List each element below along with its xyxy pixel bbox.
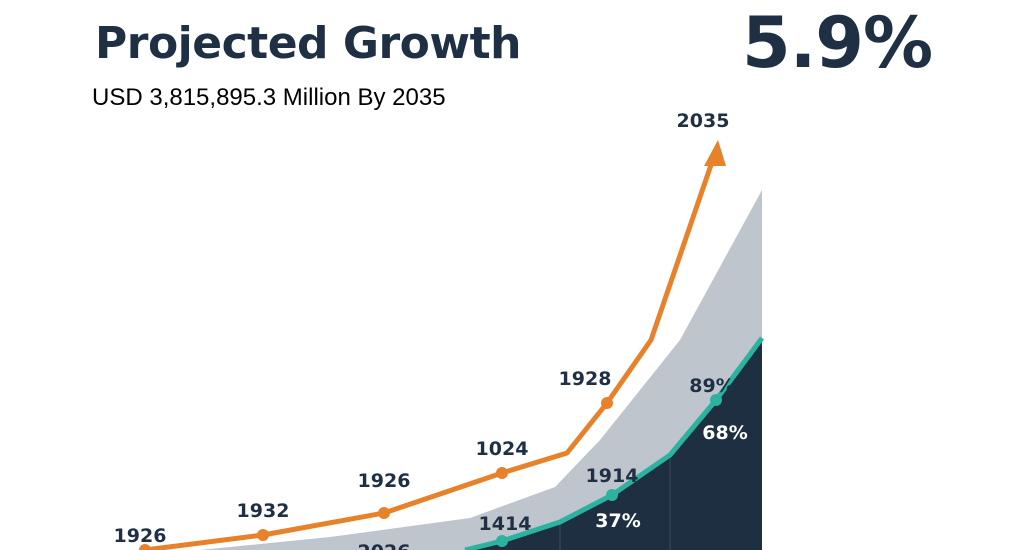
teal-point-label: 37% (595, 510, 640, 532)
dark-area (465, 338, 762, 550)
teal-point-label: 1914 (586, 465, 639, 487)
gray-area (200, 190, 762, 550)
orange-point (601, 397, 613, 409)
orange-point (496, 467, 508, 479)
orange-point-label: 1024 (476, 438, 529, 460)
orange-point-label: 1926 (114, 525, 167, 547)
teal-point (496, 535, 508, 547)
teal-point (606, 489, 618, 501)
cagr-value: 5.9% (742, 2, 933, 84)
orange-point (139, 544, 151, 550)
orange-point-label: 1926 (358, 470, 411, 492)
teal-point-label: 68% (702, 422, 747, 444)
orange-point (257, 529, 269, 541)
orange-point (378, 507, 390, 519)
orange-line (144, 161, 715, 550)
teal-point (710, 394, 722, 406)
orange-point-label: 1932 (237, 500, 290, 522)
teal-point-label: 89% (689, 375, 734, 397)
market-size-subtitle: USD 3,815,895.3 Million By 2035 (92, 84, 446, 111)
page-title: Projected Growth (95, 18, 521, 69)
orange-point-label: 1928 (559, 368, 612, 390)
orange-point-label: 2035 (677, 110, 730, 132)
teal-point-label: 2026 (358, 541, 411, 550)
arrow-head-icon (704, 140, 726, 166)
teal-point-label: 1414 (479, 513, 532, 535)
